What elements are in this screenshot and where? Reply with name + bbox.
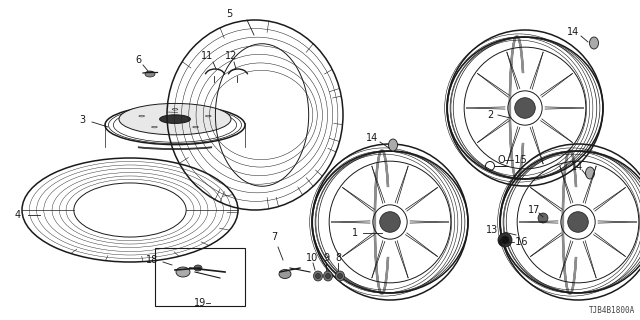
Ellipse shape (139, 115, 145, 117)
Text: 5: 5 (226, 9, 232, 19)
Text: 10: 10 (306, 253, 318, 263)
Text: 9: 9 (323, 253, 329, 263)
Ellipse shape (205, 115, 211, 117)
Text: TJB4B1800A: TJB4B1800A (589, 306, 635, 315)
Text: O—15: O—15 (497, 155, 527, 165)
Circle shape (561, 205, 595, 239)
Text: 13: 13 (486, 225, 498, 235)
Ellipse shape (501, 236, 509, 244)
Circle shape (515, 98, 535, 118)
Circle shape (508, 91, 542, 125)
Ellipse shape (589, 37, 598, 49)
Text: 18: 18 (146, 255, 158, 265)
Circle shape (373, 205, 407, 239)
Text: 17: 17 (528, 205, 540, 215)
Ellipse shape (145, 71, 155, 77)
Ellipse shape (337, 274, 342, 278)
Ellipse shape (152, 126, 157, 128)
Text: 14: 14 (366, 133, 378, 143)
Text: ◐—16: ◐—16 (497, 237, 527, 247)
Ellipse shape (119, 103, 231, 135)
Ellipse shape (586, 167, 595, 179)
Text: 6: 6 (135, 55, 141, 65)
Bar (155, 248, 245, 306)
Text: 12: 12 (225, 51, 237, 61)
Ellipse shape (172, 108, 178, 110)
Text: 2: 2 (487, 110, 493, 120)
Ellipse shape (194, 265, 202, 271)
Ellipse shape (335, 271, 344, 281)
Ellipse shape (314, 271, 323, 281)
Text: 14: 14 (571, 162, 583, 172)
Circle shape (380, 212, 400, 232)
Ellipse shape (498, 233, 512, 247)
Text: 1: 1 (352, 228, 358, 238)
Text: 3: 3 (79, 115, 85, 125)
Ellipse shape (193, 126, 198, 128)
Text: 11: 11 (201, 51, 213, 61)
Ellipse shape (538, 213, 548, 223)
Text: 8: 8 (335, 253, 341, 263)
Ellipse shape (388, 139, 397, 151)
Text: 7: 7 (271, 232, 277, 242)
Ellipse shape (316, 274, 321, 278)
Ellipse shape (326, 274, 330, 278)
Circle shape (568, 212, 588, 232)
Ellipse shape (279, 269, 291, 278)
Text: 4: 4 (15, 210, 21, 220)
Text: 19: 19 (194, 298, 206, 308)
Ellipse shape (323, 271, 333, 281)
Ellipse shape (159, 115, 191, 124)
Text: 14: 14 (567, 27, 579, 37)
Ellipse shape (176, 267, 190, 277)
